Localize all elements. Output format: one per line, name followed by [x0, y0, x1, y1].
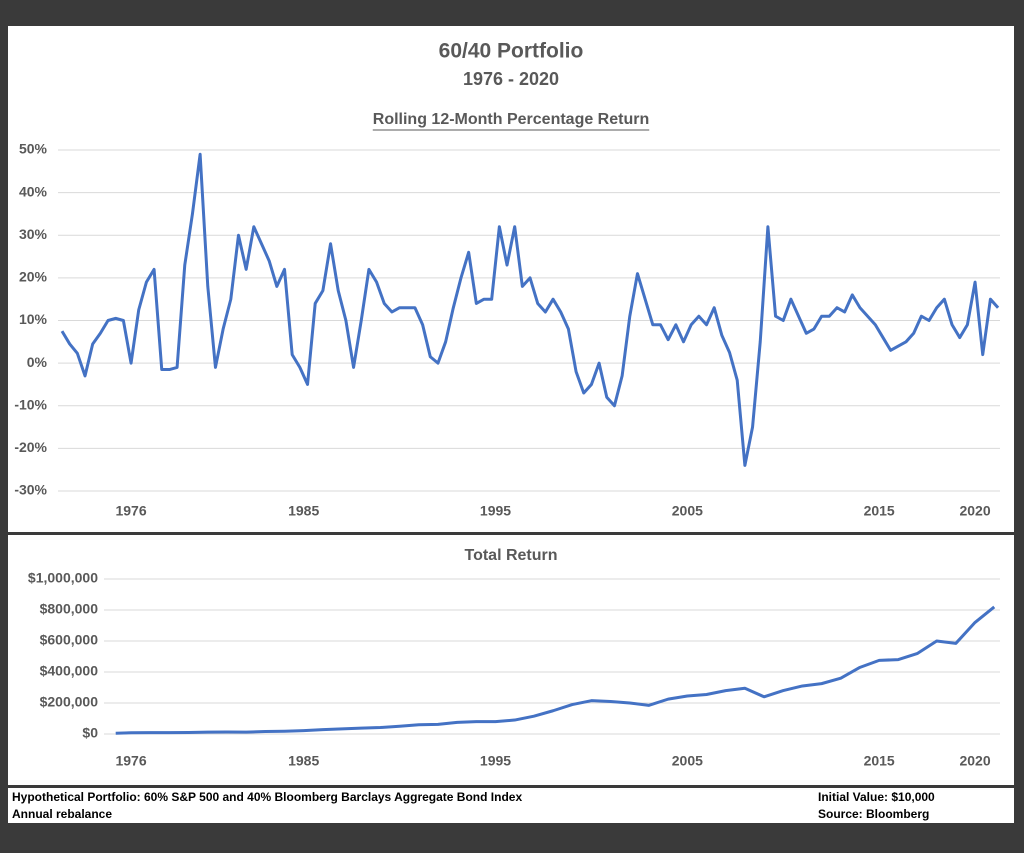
y-tick-label: -10%: [14, 396, 47, 412]
bottom-panel: [8, 535, 1014, 785]
y-tick-label: -30%: [14, 482, 47, 498]
x-tick-label: 1995: [480, 753, 511, 769]
x-tick-label: 2015: [864, 753, 895, 769]
y-tick-label: 20%: [19, 269, 48, 285]
x-tick-label: 1985: [288, 753, 319, 769]
y-tick-label: $600,000: [40, 632, 99, 648]
data-line: [60, 152, 1000, 467]
y-tick-label: -20%: [14, 439, 47, 455]
footer-note: Source: Bloomberg: [818, 807, 929, 821]
chart-title: Rolling 12-Month Percentage Return: [373, 111, 649, 128]
footer-note: Initial Value: $10,000: [818, 790, 935, 804]
x-tick-label: 1976: [115, 753, 146, 769]
x-tick-label: 2015: [864, 503, 895, 519]
chart-title: Total Return: [464, 547, 557, 564]
y-tick-label: $400,000: [40, 663, 99, 679]
x-tick-label: 2020: [959, 503, 990, 519]
y-tick-label: 40%: [19, 183, 48, 199]
data-line: [115, 605, 996, 735]
x-tick-label: 1985: [288, 503, 319, 519]
footer-panel: [8, 788, 1014, 823]
footer-note: Annual rebalance: [12, 807, 112, 821]
page-title: 60/40 Portfolio: [439, 40, 584, 63]
y-tick-label: 0%: [27, 354, 48, 370]
top-panel: [8, 26, 1014, 532]
x-tick-label: 2020: [959, 753, 990, 769]
y-tick-label: $200,000: [40, 694, 99, 710]
y-tick-label: $0: [82, 725, 98, 741]
y-tick-label: 10%: [19, 311, 48, 327]
page-subtitle: 1976 - 2020: [463, 69, 559, 89]
x-tick-label: 2005: [672, 753, 703, 769]
x-tick-label: 2005: [672, 503, 703, 519]
footer-note: Hypothetical Portfolio: 60% S&P 500 and …: [12, 790, 522, 804]
x-tick-label: 1976: [115, 503, 146, 519]
x-tick-label: 1995: [480, 503, 511, 519]
y-tick-label: 50%: [19, 141, 48, 157]
y-tick-label: $800,000: [40, 601, 99, 617]
y-tick-label: 30%: [19, 226, 48, 242]
y-tick-label: $1,000,000: [28, 570, 98, 586]
